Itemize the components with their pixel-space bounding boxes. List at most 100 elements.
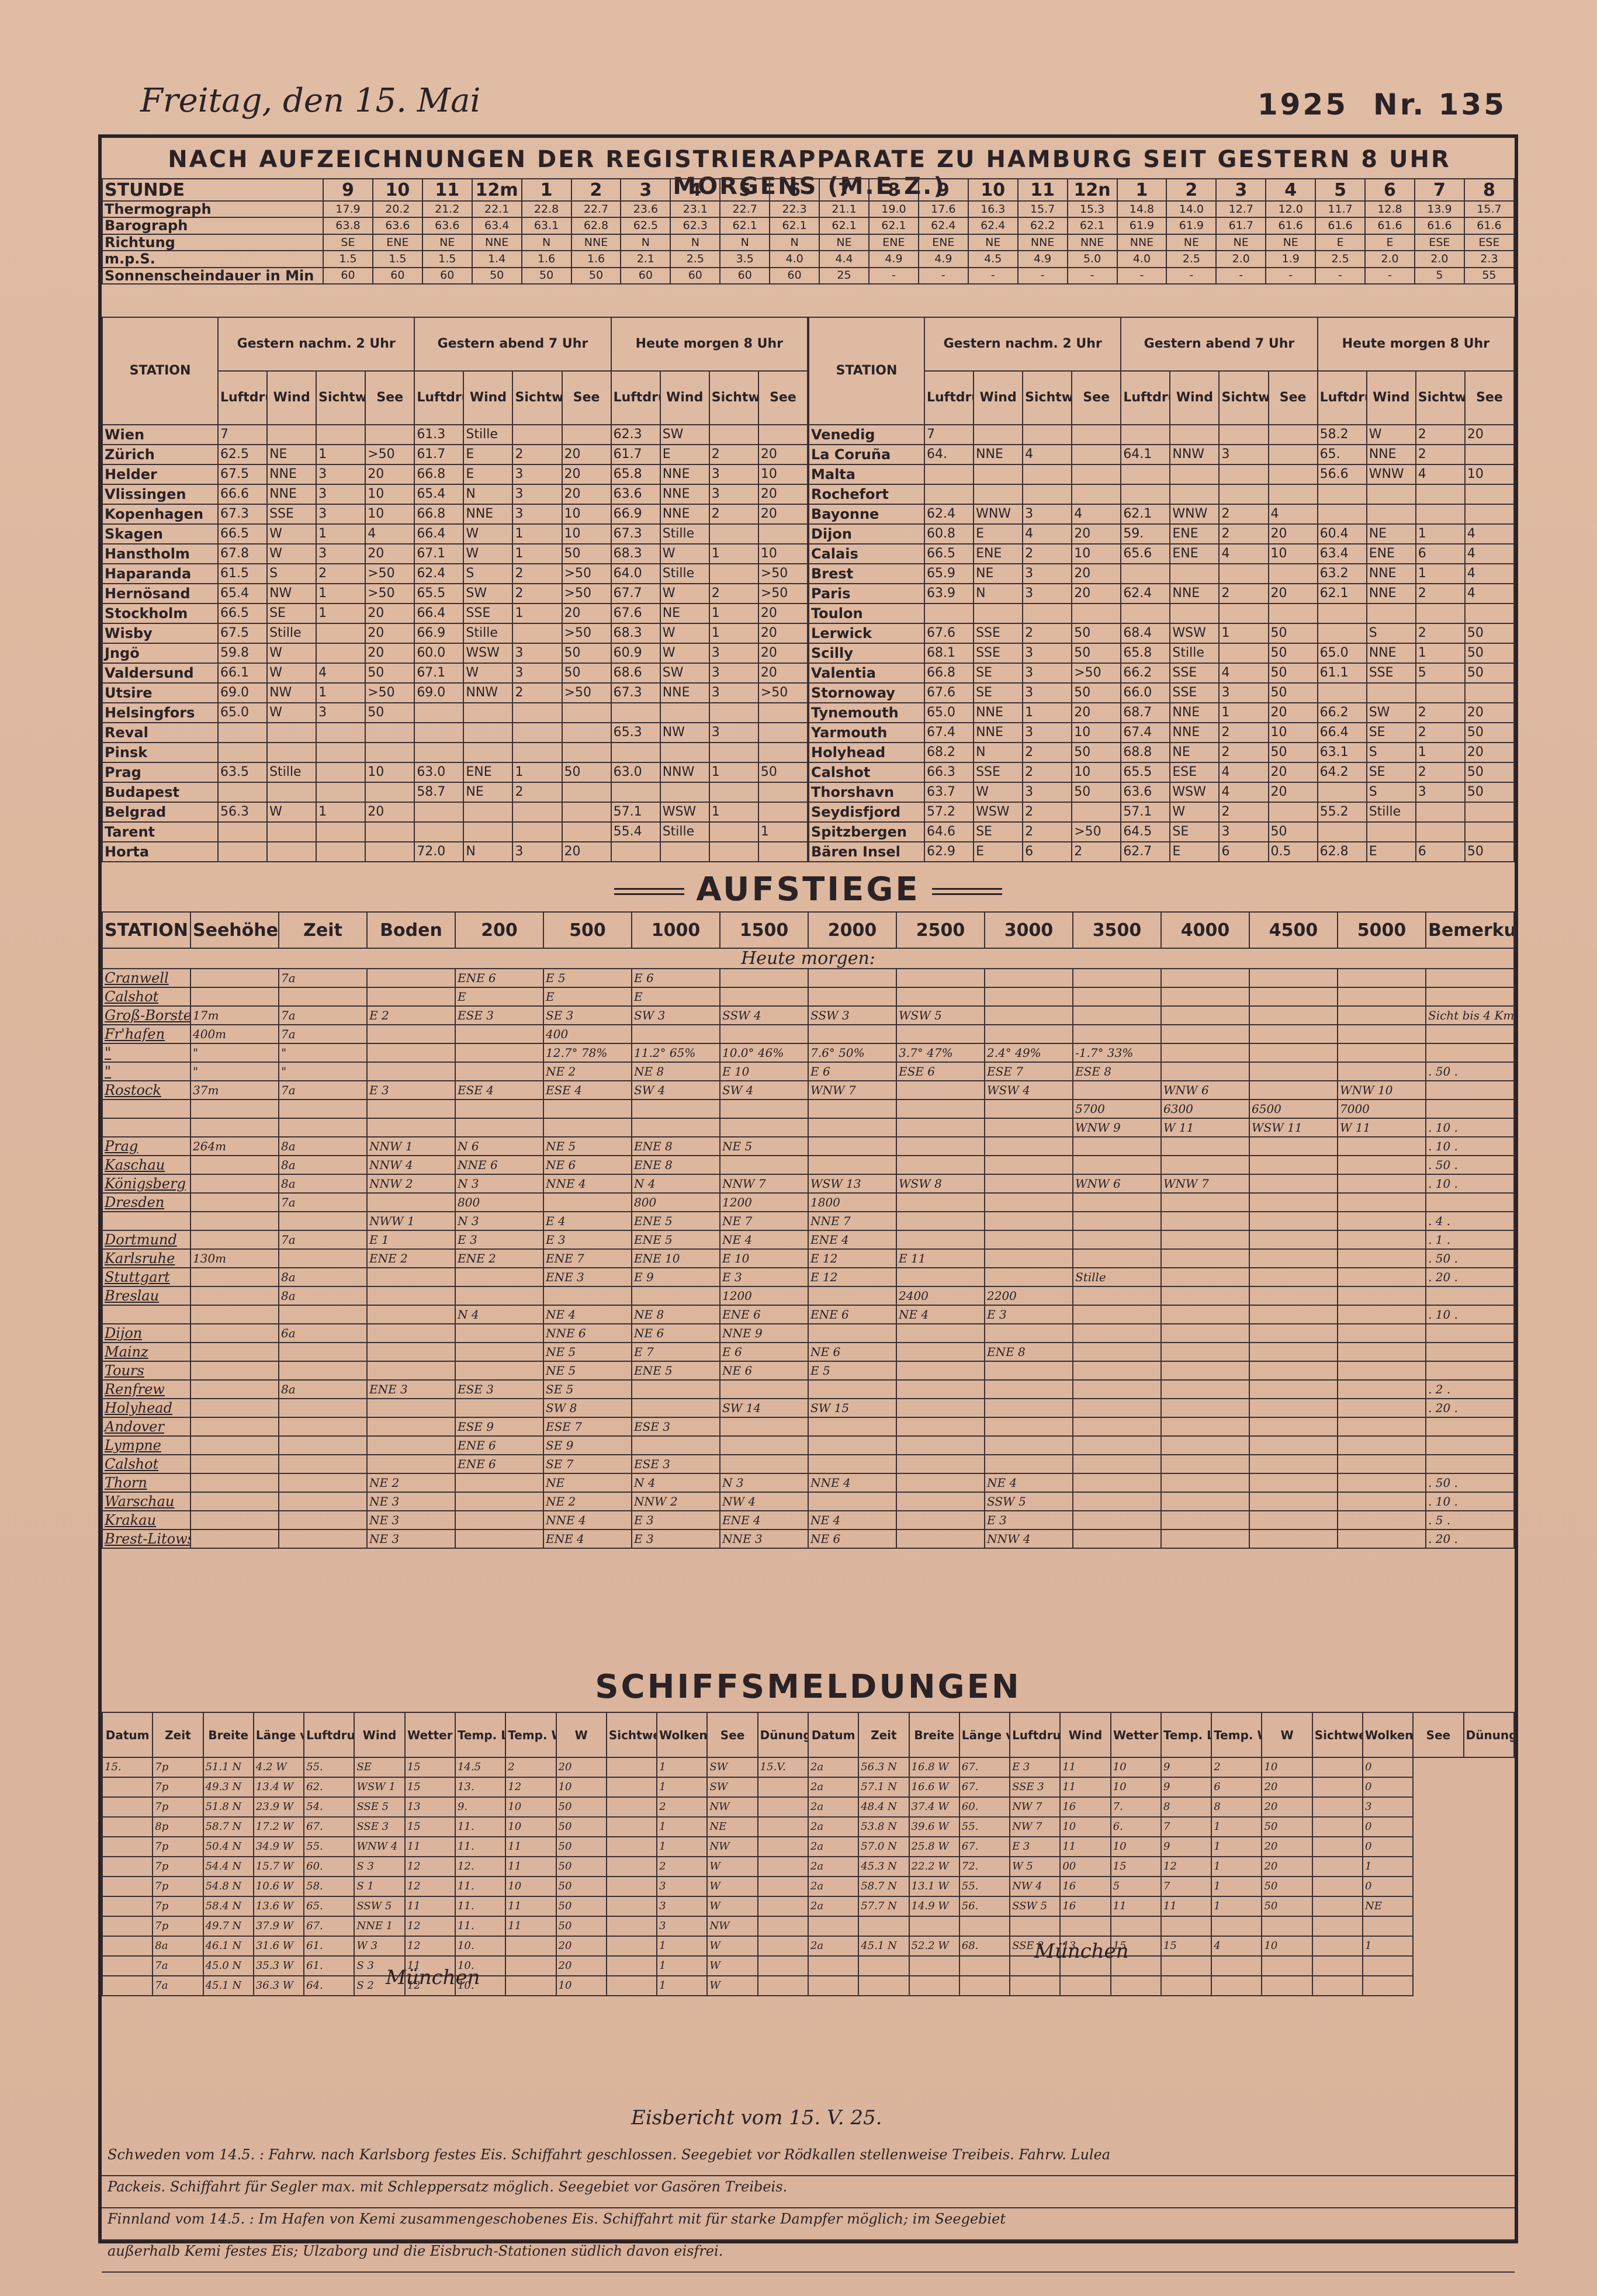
station-value: 4 <box>1022 523 1073 544</box>
schiff-value: 2a <box>807 1856 860 1877</box>
aufstiege-value: ENE 5 <box>631 1230 720 1250</box>
station-value: NNW <box>463 682 514 703</box>
aufstiege-value <box>366 1435 456 1455</box>
aufstiege-value <box>1337 1062 1426 1081</box>
aufstiege-value <box>455 1398 544 1418</box>
aufstiege-value <box>1337 1361 1426 1381</box>
aufstiege-value: NE 8 <box>631 1062 720 1081</box>
station-value: ESE <box>1169 762 1220 783</box>
hourly-value: 50 <box>471 266 522 285</box>
aufstiege-value <box>1072 1492 1162 1511</box>
schiff-value <box>101 1836 154 1857</box>
aufstiege-value: 8a <box>278 1136 368 1156</box>
schiff-value <box>1059 1975 1111 1996</box>
schiff-value: 11 <box>1059 1757 1111 1778</box>
station-value: Stille <box>463 623 514 644</box>
aufstiege-value <box>896 1417 985 1437</box>
hourly-value: 62.4 <box>967 217 1019 235</box>
aufstiege-value <box>631 1118 720 1137</box>
station-value <box>414 702 465 723</box>
station-value <box>1464 484 1515 505</box>
schiff-value: S 3 <box>354 1856 406 1877</box>
station-value: 63.1 <box>1317 742 1367 763</box>
schiff-value: 50 <box>555 1916 607 1937</box>
aufstiege-value: 800 <box>455 1192 544 1212</box>
schiff-value: W <box>706 1856 758 1877</box>
schiff-title: SCHIFFSMELDUNGEN <box>595 1668 1021 1706</box>
station-value <box>610 702 661 723</box>
station-value <box>1317 504 1367 525</box>
hourly-value: N <box>769 233 820 252</box>
aufstiege-value: SW 8 <box>543 1398 632 1418</box>
station-value <box>923 603 975 624</box>
station-value: 65.5 <box>414 583 465 604</box>
station-value <box>365 782 415 803</box>
aufstiege-value: . 1 . <box>1425 1230 1515 1250</box>
aufstiege-station: " <box>102 1043 191 1063</box>
schiff-value <box>1311 1896 1364 1917</box>
schiff-value: 53.8 N <box>858 1816 910 1837</box>
station-value <box>316 841 366 862</box>
aufstiege-header: 5000 <box>1337 911 1426 949</box>
schiff-header: Luftdruck <box>1009 1712 1061 1758</box>
aufstiege-value: 800 <box>631 1192 720 1212</box>
schiff-value: 12 <box>404 1856 456 1877</box>
aufstiege-value: NE 2 <box>366 1473 456 1493</box>
schiff-value: WNW 4 <box>354 1836 406 1857</box>
aufstiege-value: WSW 8 <box>896 1174 985 1194</box>
schiff-value: 54.4 N <box>202 1856 254 1877</box>
aufstiege-value <box>1249 1342 1338 1362</box>
schiff-value: 11 <box>404 1836 456 1857</box>
station-row: Budapest 58.7 NE 2 <box>102 782 809 803</box>
station-value: >50 <box>1071 663 1122 684</box>
station-value: 63.7 <box>923 782 975 803</box>
aufstiege-station <box>102 1211 191 1231</box>
hourly-value: 4.9 <box>1017 250 1068 268</box>
station-value: 69.0 <box>414 682 465 703</box>
aufstiege-value <box>1425 1080 1515 1100</box>
station-value <box>610 742 661 763</box>
schiff-value: 2 <box>656 1796 708 1818</box>
station-value: 10 <box>757 464 809 485</box>
station-value: SE <box>1366 722 1416 743</box>
aufstiege-value: 1200 <box>719 1286 809 1306</box>
station-value: 10 <box>1267 543 1318 564</box>
station-value: 3 <box>1022 722 1073 743</box>
station-value: 4 <box>1267 504 1318 525</box>
station-name: Rochefort <box>808 484 925 505</box>
schiff-value: 20 <box>555 1955 607 1976</box>
stations-table-left: STATION Gestern nachm. 2 Uhr Gestern abend… <box>102 317 809 862</box>
schiff-value <box>1110 1916 1162 1937</box>
hourly-value: 60 <box>421 266 473 285</box>
aufstiege-row: Andover ESE 9 ESE 7 ESE 3 <box>102 1417 1515 1437</box>
aufstiege-value <box>1160 1267 1250 1287</box>
schiff-value: 2a <box>807 1936 860 1957</box>
schiff-value: 10. <box>454 1936 507 1957</box>
aufstiege-value <box>366 1361 456 1381</box>
aufstiege-value <box>719 1155 809 1175</box>
station-row: Bayonne 62.4 WNW 3 4 62.1 WNW 2 4 <box>808 504 1515 525</box>
aufstiege-value: ENE 8 <box>984 1342 1073 1362</box>
station-value: 67.8 <box>217 543 268 564</box>
schiff-value: 11. <box>454 1836 507 1857</box>
aufstiege-value <box>896 1435 985 1455</box>
schiff-header: W <box>555 1712 607 1758</box>
station-name: Belgrad <box>102 802 219 823</box>
schiff-value: 67. <box>958 1777 1011 1798</box>
station-name: Calshot <box>808 762 925 783</box>
aufstiege-value <box>896 1454 985 1474</box>
schiff-value: SSW 5 <box>1009 1896 1061 1917</box>
station-row: Pinsk <box>102 742 809 763</box>
station-value: 50 <box>1071 742 1122 763</box>
aufstiege-value: E 4 <box>543 1211 632 1231</box>
station-row: Brest 65.9 NE 3 20 63.2 NNE 1 4 <box>808 563 1515 584</box>
station-value: Stille <box>659 563 710 584</box>
aufstiege-value: NW 4 <box>719 1492 809 1511</box>
station-value <box>512 702 563 723</box>
station-value: 3 <box>708 682 759 703</box>
aufstiege-value <box>366 1267 456 1287</box>
aufstiege-value <box>984 1024 1073 1044</box>
hourly-value: 1.9 <box>1265 250 1317 268</box>
hourly-value: NNE <box>1116 233 1168 252</box>
